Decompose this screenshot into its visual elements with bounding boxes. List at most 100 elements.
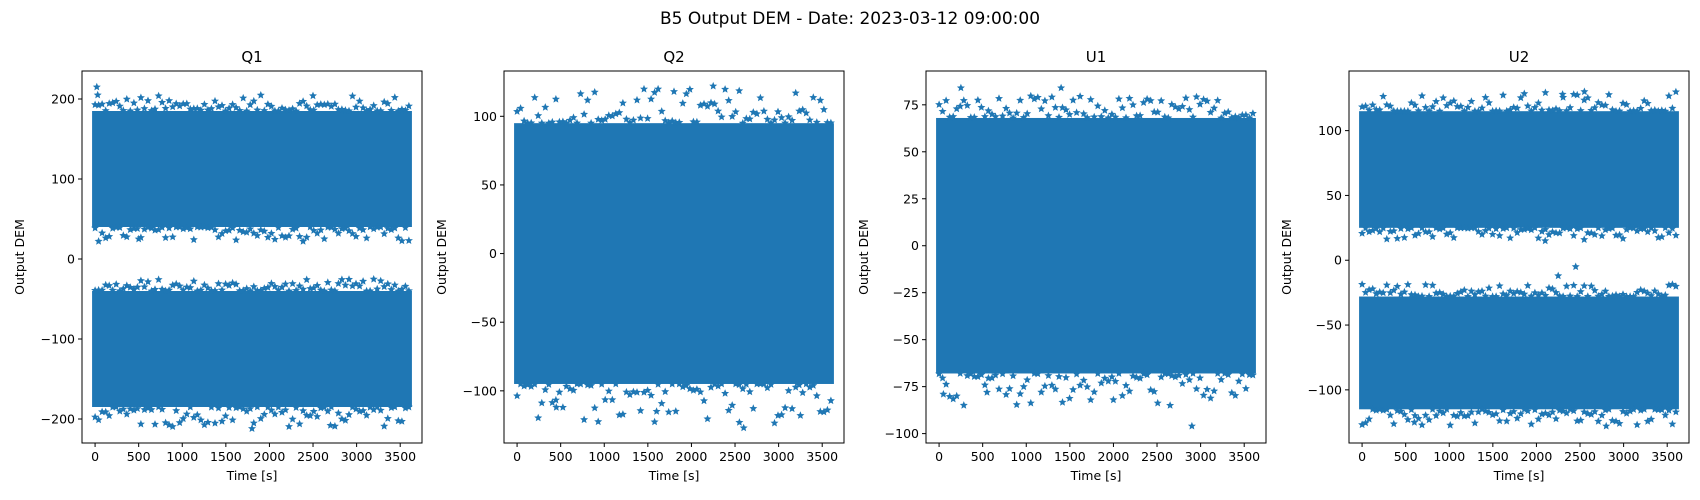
data-point: [1382, 280, 1391, 289]
plot-area: [935, 83, 1257, 430]
axes-frame: [81, 70, 423, 444]
data-point: [168, 232, 177, 241]
data-point: [576, 89, 585, 98]
data-point: [154, 225, 163, 234]
y-tick-label: 0: [1334, 253, 1342, 268]
data-point: [1576, 106, 1585, 114]
data-point: [949, 112, 958, 120]
data-point: [1541, 236, 1550, 245]
data-point: [225, 403, 234, 411]
data-point: [1122, 113, 1130, 122]
data-point: [151, 285, 159, 293]
data-point: [1044, 371, 1053, 379]
data-point: [1425, 415, 1434, 424]
x-tick-label: 3000: [1608, 449, 1640, 464]
data-point: [295, 232, 304, 240]
data-point: [362, 411, 371, 419]
data-point: [527, 382, 536, 390]
data-point: [330, 422, 339, 430]
data-point: [1241, 110, 1250, 119]
data-point: [678, 382, 687, 391]
data-point: [513, 107, 522, 115]
data-point: [590, 403, 599, 412]
data-point: [1418, 291, 1426, 300]
data-point: [942, 380, 951, 388]
data-point: [1463, 292, 1472, 300]
data-point: [1562, 408, 1571, 417]
data-point: [390, 402, 399, 411]
data-point: [292, 106, 301, 115]
data-point: [1478, 230, 1486, 238]
data-point: [537, 118, 546, 127]
data-point: [249, 96, 258, 105]
data-point: [995, 94, 1003, 102]
data-point: [295, 419, 304, 428]
data-point: [826, 118, 835, 127]
data-point: [348, 281, 357, 290]
data-point: [1136, 374, 1145, 382]
data-point: [980, 112, 989, 120]
data-point: [1506, 409, 1515, 417]
data-point: [1109, 395, 1118, 404]
data-point: [973, 372, 982, 381]
data-point: [1460, 107, 1469, 115]
data-point: [1629, 405, 1638, 413]
data-point: [1058, 398, 1067, 406]
data-point: [278, 408, 286, 416]
panel-title: U1: [1086, 48, 1107, 66]
data-point: [366, 105, 375, 113]
data-point: [242, 228, 251, 236]
data-point: [253, 402, 262, 411]
data-point: [270, 409, 279, 418]
data-point: [1136, 111, 1145, 119]
data-point: [1576, 416, 1585, 424]
data-point: [1037, 104, 1046, 113]
data-point: [334, 279, 343, 287]
data-point: [650, 417, 659, 426]
data-point: [189, 277, 198, 285]
data-point: [1580, 281, 1589, 290]
data-point: [1499, 91, 1508, 99]
data-point: [739, 423, 748, 432]
data-point: [1005, 384, 1014, 393]
data-point: [1647, 415, 1656, 423]
data-point: [1541, 291, 1550, 299]
data-point: [1492, 224, 1501, 233]
data-point: [998, 111, 1007, 120]
data-point: [1231, 391, 1240, 399]
data-point: [214, 102, 223, 111]
data-point: [1090, 387, 1099, 396]
data-point: [140, 104, 149, 112]
data-point: [562, 119, 571, 127]
data-point: [537, 398, 546, 407]
data-point: [274, 106, 283, 115]
data-point: [179, 414, 188, 423]
data-point: [1640, 224, 1649, 232]
data-point: [1421, 411, 1430, 419]
data-point: [791, 383, 800, 391]
data-point: [1513, 228, 1522, 237]
y-tick-label: 0: [489, 246, 497, 261]
data-point: [661, 387, 670, 396]
y-axis-label: Output DEM: [434, 219, 449, 295]
data-point: [218, 285, 226, 294]
data-point: [731, 107, 740, 116]
y-tick-label: 50: [1326, 188, 1342, 203]
data-point: [267, 229, 276, 237]
data-point: [260, 227, 269, 235]
data-point: [1615, 106, 1624, 115]
data-point: [615, 108, 624, 117]
data-point: [1636, 104, 1645, 112]
axes-frame: [503, 70, 845, 444]
data-point: [323, 407, 332, 415]
data-point: [745, 114, 754, 123]
data-point: [1051, 103, 1060, 111]
data-point: [390, 223, 399, 232]
data-point: [1181, 370, 1190, 378]
data-point: [1668, 224, 1677, 232]
data-point: [383, 414, 392, 422]
data-point: [1072, 108, 1081, 116]
data-point: [1143, 370, 1152, 379]
data-point: [394, 106, 403, 115]
data-point: [158, 98, 167, 106]
